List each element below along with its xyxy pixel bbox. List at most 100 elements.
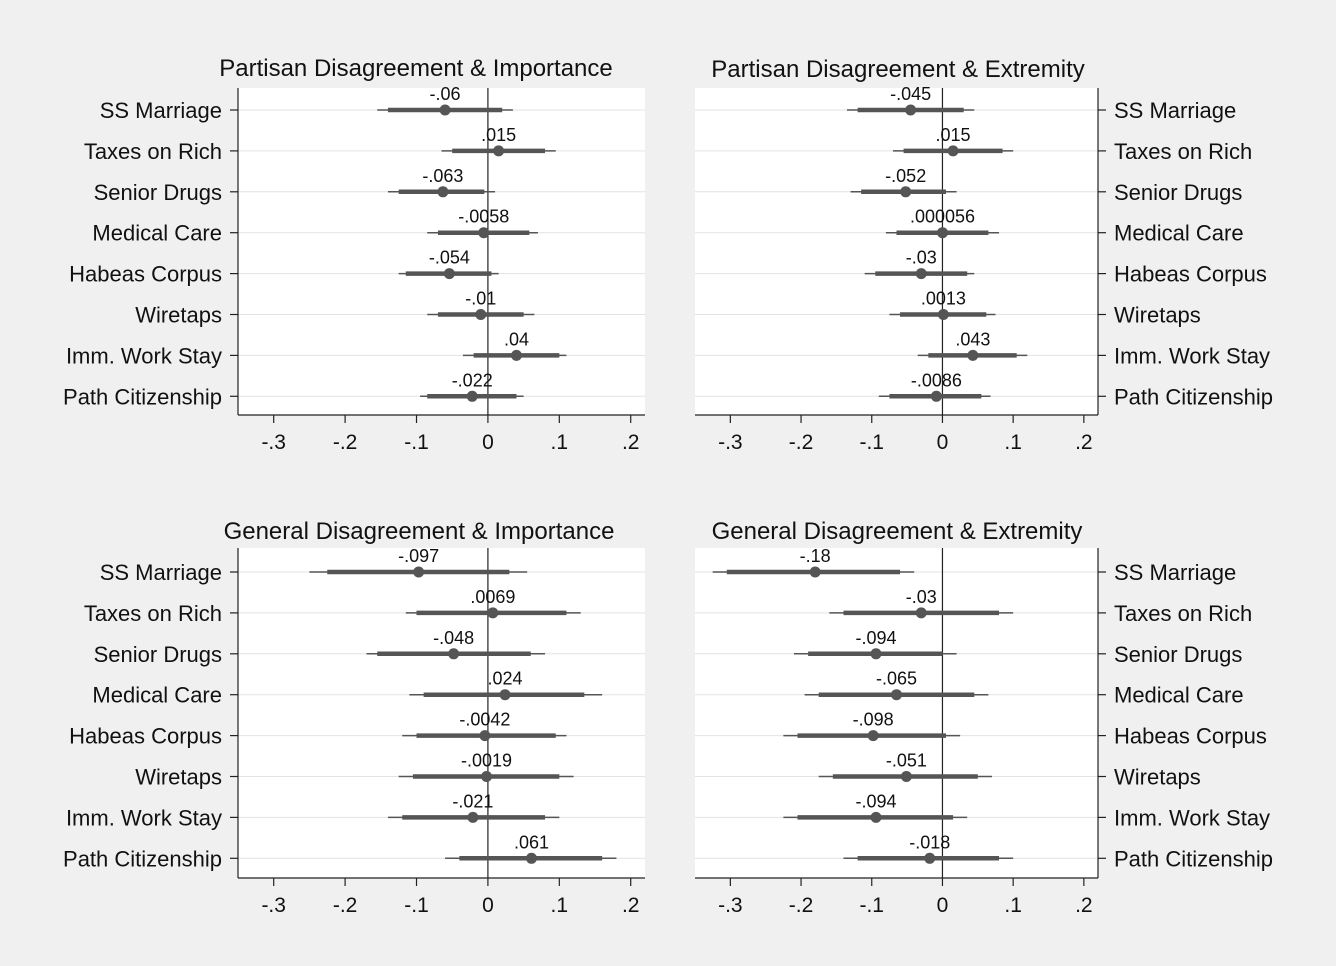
value-label: -.063 <box>422 166 463 186</box>
point-estimate <box>493 145 505 157</box>
point-estimate <box>510 349 522 361</box>
point-estimate <box>809 566 821 578</box>
point-estimate <box>487 607 499 619</box>
value-label: -.018 <box>909 832 950 852</box>
category-label: Imm. Work Stay <box>1114 343 1270 368</box>
category-label: Senior Drugs <box>94 642 222 667</box>
value-label: .0069 <box>470 587 515 607</box>
x-tick-label: .2 <box>1075 431 1093 454</box>
x-tick-label: -.1 <box>404 431 429 454</box>
category-label: Wiretaps <box>1114 765 1201 790</box>
x-tick-label: 0 <box>937 894 949 917</box>
x-tick-label: .1 <box>1004 894 1022 917</box>
x-tick-label: .1 <box>551 431 569 454</box>
chart-panel-1: Partisan Disagreement & Importance -.3 -.2… <box>63 55 645 454</box>
plot-area <box>238 88 645 415</box>
category-label: SS Marriage <box>1114 98 1236 123</box>
category-label: Senior Drugs <box>94 180 222 205</box>
category-label: Habeas Corpus <box>69 724 222 749</box>
category-label: Taxes on Rich <box>84 601 222 626</box>
x-tick-label: -.2 <box>333 894 358 917</box>
x-tick-label: -.2 <box>333 431 358 454</box>
point-estimate <box>937 309 949 320</box>
value-label: -.094 <box>855 791 896 811</box>
point-estimate <box>915 268 927 280</box>
point-estimate <box>870 648 882 660</box>
chart-panel-2: Partisan Disagreement & Extremity -.3 -.2 -… <box>695 56 1273 454</box>
chart-panel-4: General Disagreement & Extremity -.3 -.2 -.… <box>695 518 1273 917</box>
panel-title: General Disagreement & Extremity <box>712 518 1083 545</box>
x-tick-label: .1 <box>1004 431 1022 454</box>
point-estimate <box>467 811 479 823</box>
value-label: .000056 <box>910 207 975 227</box>
value-label: -.0058 <box>458 207 509 227</box>
value-label: -.054 <box>429 248 470 268</box>
x-tick-label: 0 <box>482 894 494 917</box>
point-estimate <box>439 104 451 116</box>
category-label: Wiretaps <box>1114 303 1201 328</box>
category-label: Senior Drugs <box>1114 180 1242 205</box>
category-label: Path Citizenship <box>1114 384 1273 409</box>
panel-title: Partisan Disagreement & Importance <box>219 55 613 82</box>
x-tick-label: -.1 <box>859 431 884 454</box>
panel-title: Partisan Disagreement & Extremity <box>711 56 1084 83</box>
category-label: Wiretaps <box>135 303 222 328</box>
point-estimate <box>466 390 478 402</box>
point-estimate <box>905 104 917 116</box>
category-label: SS Marriage <box>100 98 222 123</box>
category-label: Taxes on Rich <box>84 139 222 164</box>
value-label: -.021 <box>452 791 493 811</box>
point-estimate <box>479 730 491 742</box>
point-estimate <box>936 227 948 239</box>
category-label: Wiretaps <box>135 765 222 790</box>
value-label: -.051 <box>886 751 927 771</box>
value-label: .024 <box>488 669 523 689</box>
category-label: Habeas Corpus <box>69 262 222 287</box>
x-tick-label: .1 <box>551 894 569 917</box>
value-label: -.06 <box>430 84 461 104</box>
category-label: Path Citizenship <box>1114 846 1273 871</box>
x-tick-label: -.2 <box>789 431 814 454</box>
category-label: Imm. Work Stay <box>66 805 222 830</box>
value-label: -.022 <box>452 370 493 390</box>
value-label: -.0042 <box>459 710 510 730</box>
category-label: Path Citizenship <box>63 846 222 871</box>
point-estimate <box>499 689 511 701</box>
value-label: -.0019 <box>461 751 512 771</box>
category-label: Medical Care <box>1114 221 1244 246</box>
value-label: -.065 <box>876 669 917 689</box>
plot-area <box>695 548 1098 878</box>
value-label: -.03 <box>906 248 937 268</box>
x-tick-label: -.1 <box>859 894 884 917</box>
x-tick-label: -.3 <box>261 431 286 454</box>
point-estimate <box>867 730 879 742</box>
value-label: -.03 <box>906 587 937 607</box>
value-label: -.045 <box>890 84 931 104</box>
x-tick-label: -.3 <box>718 431 743 454</box>
plot-area <box>695 88 1098 415</box>
category-label: Habeas Corpus <box>1114 262 1267 287</box>
point-estimate <box>967 349 979 361</box>
value-label: .0013 <box>921 289 966 309</box>
point-estimate <box>481 771 493 782</box>
category-label: Senior Drugs <box>1114 642 1242 667</box>
value-label: -.048 <box>433 628 474 648</box>
value-label: .061 <box>514 832 549 852</box>
plot-area <box>238 548 645 878</box>
value-label: .015 <box>936 125 971 145</box>
point-estimate <box>448 648 460 660</box>
category-label: SS Marriage <box>1114 560 1236 585</box>
value-label: -.097 <box>398 546 439 566</box>
category-label: Taxes on Rich <box>1114 601 1252 626</box>
value-label: .015 <box>481 125 516 145</box>
value-label: -.01 <box>465 289 496 309</box>
category-label: Path Citizenship <box>63 384 222 409</box>
category-label: Taxes on Rich <box>1114 139 1252 164</box>
x-tick-label: -.2 <box>789 894 814 917</box>
value-label: -.052 <box>885 166 926 186</box>
value-label: -.0086 <box>911 370 962 390</box>
x-tick-label: .2 <box>622 894 640 917</box>
category-label: Imm. Work Stay <box>1114 805 1270 830</box>
